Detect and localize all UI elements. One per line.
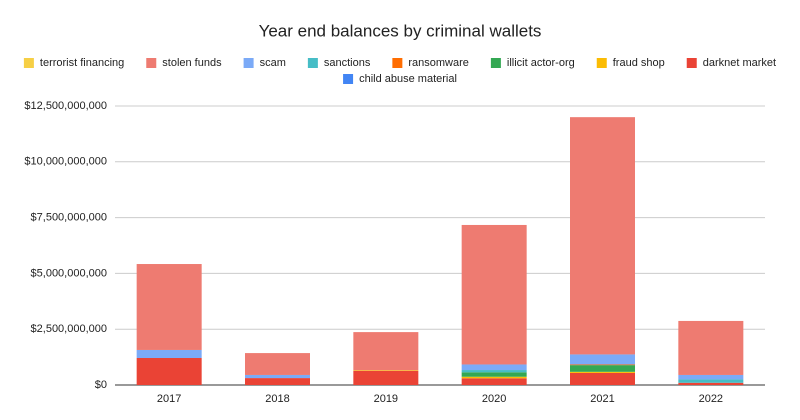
legend-item[interactable]: darknet market [686,57,776,69]
x-tick-label: 2019 [374,393,398,405]
legend-item[interactable]: terrorist financing [23,57,124,69]
legend-swatch [490,58,501,68]
chart-title: Year end balances by criminal wallets [259,21,542,40]
x-tick-label: 2021 [590,393,614,405]
bar-segment [353,370,419,385]
bar-segment [353,332,419,371]
bar-segment [461,378,527,385]
legend-item[interactable]: scam [243,57,286,69]
legend-label: ransomware [408,57,469,69]
y-tick-label: $2,500,000,000 [31,323,107,335]
legend-label: illicit actor-org [507,57,575,69]
legend-label: stolen funds [162,57,222,69]
legend-label: terrorist financing [40,57,124,69]
bar-segment [570,372,635,385]
x-tick-label: 2017 [157,393,181,405]
bar-segment [570,365,635,372]
legend-item[interactable]: sanctions [307,57,371,69]
bar-segment [678,382,744,385]
legend-label: fraud shop [613,57,665,69]
legend-label: child abuse material [359,73,457,85]
bar-segment [678,379,744,383]
bar-segment [245,374,310,379]
legend-swatch [596,58,607,68]
bar-segment [353,370,419,371]
legend-item[interactable]: fraud shop [596,57,665,69]
bar-segment [245,353,310,375]
y-tick-label: $12,500,000,000 [24,100,107,112]
bar-segment [136,264,202,350]
bar-segment [461,376,527,379]
bar-segment [678,374,744,380]
legend-swatch [146,58,157,68]
bar-segment [570,354,635,365]
legend-label: scam [260,57,286,69]
legend-item[interactable]: illicit actor-org [490,57,575,69]
bar-segment [461,364,527,371]
legend-item[interactable]: child abuse material [343,73,457,85]
bar-segment [136,357,202,385]
x-tick-label: 2022 [699,393,723,405]
legend-swatch [23,58,34,68]
legend-item[interactable]: ransomware [392,57,469,69]
x-tick-label: 2018 [265,393,289,405]
x-tick-label: 2020 [482,393,506,405]
legend-swatch [243,58,254,68]
legend-swatch [392,58,403,68]
legend-label: sanctions [324,57,371,69]
bar-segment [678,320,744,375]
legend-item[interactable]: stolen funds [146,57,222,69]
y-tick-label: $5,000,000,000 [31,267,107,279]
legend-swatch [343,74,354,84]
legend-swatch [307,58,318,68]
bar-segment [461,370,527,373]
legend-swatch [686,58,697,68]
bar-segment [570,117,635,355]
bar-segment [461,372,527,377]
y-tick-label: $0 [95,379,107,391]
bar-segment [461,224,527,365]
y-tick-label: $10,000,000,000 [24,156,107,168]
legend-label: darknet market [703,57,776,69]
bar-segment [570,371,635,373]
y-tick-label: $7,500,000,000 [31,212,107,224]
bar-segment [136,349,202,358]
bar-segment [245,378,310,385]
bar-segment [570,364,635,366]
